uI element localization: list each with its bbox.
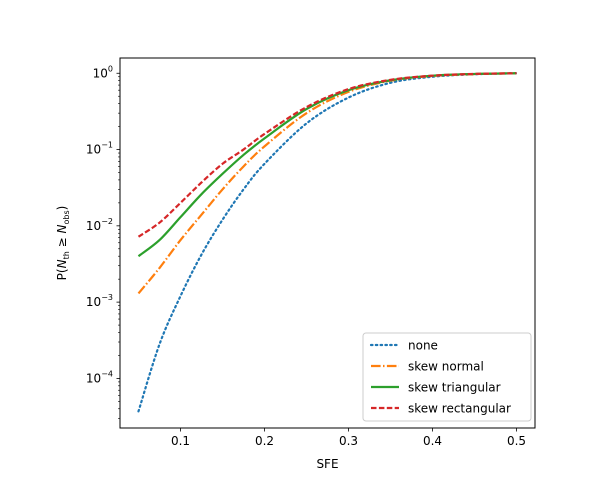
x-tick-label: 0.2 (255, 434, 274, 448)
y-axis-label: P(Nth ≥ Nobs) (55, 206, 71, 281)
legend: none skew normal skew triangular skew recta… (362, 332, 532, 422)
plot-frame (119, 57, 536, 429)
legend-label: skew triangular (408, 381, 501, 395)
x-tick-label: 0.5 (507, 434, 526, 448)
y-tick-label: 10−4 (86, 369, 113, 385)
series-line-skew-rectangular (137, 72, 517, 238)
y-tick-label: 10−2 (86, 217, 113, 233)
series-layer (137, 72, 518, 413)
series-line-skew-normal (137, 72, 517, 295)
x-axis-label: SFE (316, 457, 338, 471)
legend-label: none (408, 339, 438, 353)
legend-box (362, 332, 532, 422)
legend-label: skew normal (408, 360, 484, 374)
x-tick-label: 0.1 (171, 434, 190, 448)
y-tick-label: 10−1 (86, 141, 113, 157)
tick-layer: 0.1 0.2 0.3 0.4 0.5 10−4 10−3 10−2 10−1 100 (86, 64, 526, 448)
legend-label: skew rectangular (408, 402, 511, 416)
y-tick-label: 100 (93, 64, 113, 80)
x-tick-label: 0.4 (423, 434, 442, 448)
x-tick-label: 0.3 (339, 434, 358, 448)
y-tick-label: 10−3 (86, 293, 113, 309)
